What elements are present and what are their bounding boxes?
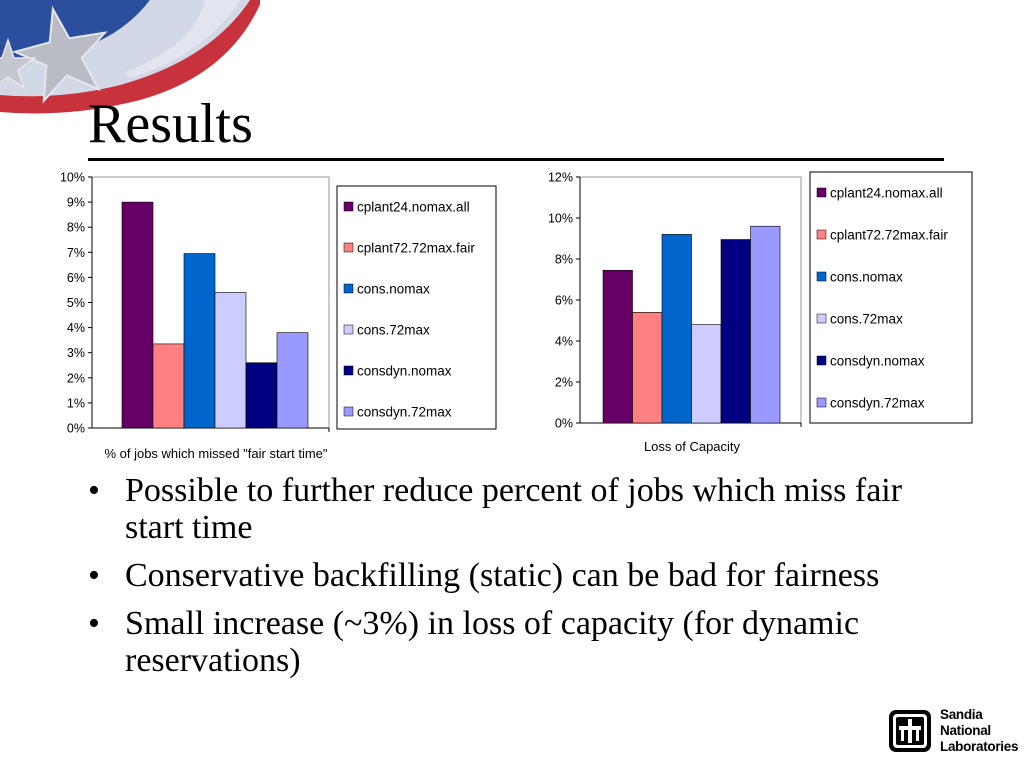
y-tick-label: 12% [548, 171, 573, 185]
legend-label: cons.nomax [357, 282, 430, 297]
bar-cplant72-72max-fair [632, 312, 663, 424]
y-tick-label: 4% [555, 335, 573, 349]
legend-label: consdyn.nomax [830, 354, 925, 369]
logo-text: Sandia National Laboratories [940, 707, 1018, 755]
y-tick-label: 6% [555, 294, 573, 308]
legend-label: cons.72max [357, 323, 430, 338]
bullet-text: Possible to further reduce percent of jo… [125, 472, 903, 546]
legend-swatch [816, 271, 827, 282]
legend-swatch [816, 397, 827, 408]
bar-consdyn-nomax [245, 362, 278, 429]
legend-swatch [343, 324, 354, 335]
legend-swatch [343, 283, 354, 294]
bar-cons-72max [214, 292, 247, 429]
legend-box [336, 185, 497, 430]
legend-label: cplant24.nomax.all [830, 186, 943, 201]
y-tick-label: 7% [67, 246, 85, 260]
y-tick-label: 2% [67, 371, 85, 385]
y-tick-label: 2% [555, 376, 573, 390]
bullet-dot-icon: • [88, 557, 100, 594]
bullet-item: • Conservative backfilling (static) can b… [88, 557, 948, 594]
y-tick-label: 10% [60, 171, 85, 185]
bar-cplant72-72max-fair [152, 343, 185, 429]
y-tick-label: 9% [67, 196, 85, 210]
bullet-item: • Small increase (~3%) in loss of capacit… [88, 605, 948, 679]
x-axis-label: Loss of Capacity [644, 439, 741, 454]
bullet-text: Conservative backfilling (static) can be… [125, 557, 880, 594]
title-underline [88, 158, 944, 161]
bullet-dot-icon: • [88, 472, 100, 509]
sandia-logo: Sandia National Laboratories [888, 707, 1018, 757]
legend-box [809, 171, 973, 424]
legend-label: cplant72.72max.fair [830, 228, 948, 243]
bullet-text: Small increase (~3%) in loss of capacity… [125, 605, 860, 679]
y-tick-label: 4% [67, 321, 85, 335]
legend-swatch [343, 365, 354, 376]
legend-swatch [816, 313, 827, 324]
bar-cons-nomax [183, 253, 216, 429]
legend-swatch [816, 187, 827, 198]
flag-star-decoration [0, 0, 260, 114]
legend-label: consdyn.72max [357, 405, 452, 420]
chart-loss-of-capacity: 0% 2% 4% 6% 8% 10% 12% Loss of Capacity cplant24… [548, 171, 973, 454]
y-tick-label: 0% [555, 417, 573, 431]
sandia-thunderbird-icon [889, 710, 931, 752]
chart-missed-fair-start: 0% 1% 2% 3% 4% 5% 6% 7% 8% 9% 10% % of jobs which m… [60, 171, 497, 461]
bar-cons-72max [691, 324, 722, 424]
y-tick-label: 1% [67, 396, 85, 410]
legend-label: cplant72.72max.fair [357, 241, 475, 256]
legend-swatch [816, 229, 827, 240]
legend-label: cons.72max [830, 312, 903, 327]
logo-line: Laboratories [940, 739, 1019, 754]
y-tick-label: 3% [67, 346, 85, 360]
bar-consdyn-72max [750, 225, 781, 424]
bullet-item: • Possible to further reduce percent of j… [88, 472, 948, 546]
y-tick-label: 8% [67, 221, 85, 235]
legend-swatch [343, 406, 354, 417]
bullet-dot-icon: • [88, 605, 100, 642]
slide-title: Results [88, 93, 253, 155]
legend-label: consdyn.72max [830, 396, 925, 411]
legend-swatch [343, 242, 354, 253]
y-tick-label: 8% [555, 253, 573, 267]
legend-swatch [343, 201, 354, 212]
legend-label: consdyn.nomax [357, 364, 452, 379]
logo-line: Sandia [940, 707, 983, 722]
legend-label: cplant24.nomax.all [357, 200, 470, 215]
logo-line: National [940, 723, 991, 738]
bar-cons-nomax [661, 234, 692, 424]
bar-cplant24-nomax-all [602, 269, 633, 424]
y-tick-label: 10% [548, 212, 573, 226]
bullet-list: • Possible to further reduce percent of j… [88, 472, 948, 690]
x-axis-label: % of jobs which missed "fair start time" [104, 446, 327, 461]
bar-consdyn-72max [276, 332, 309, 429]
bar-consdyn-nomax [720, 239, 751, 424]
y-tick-label: 5% [67, 296, 85, 310]
y-tick-label: 6% [67, 271, 85, 285]
legend-label: cons.nomax [830, 270, 903, 285]
y-tick-label: 0% [67, 422, 85, 436]
bar-cplant24-nomax-all [121, 201, 154, 429]
legend-swatch [816, 355, 827, 366]
